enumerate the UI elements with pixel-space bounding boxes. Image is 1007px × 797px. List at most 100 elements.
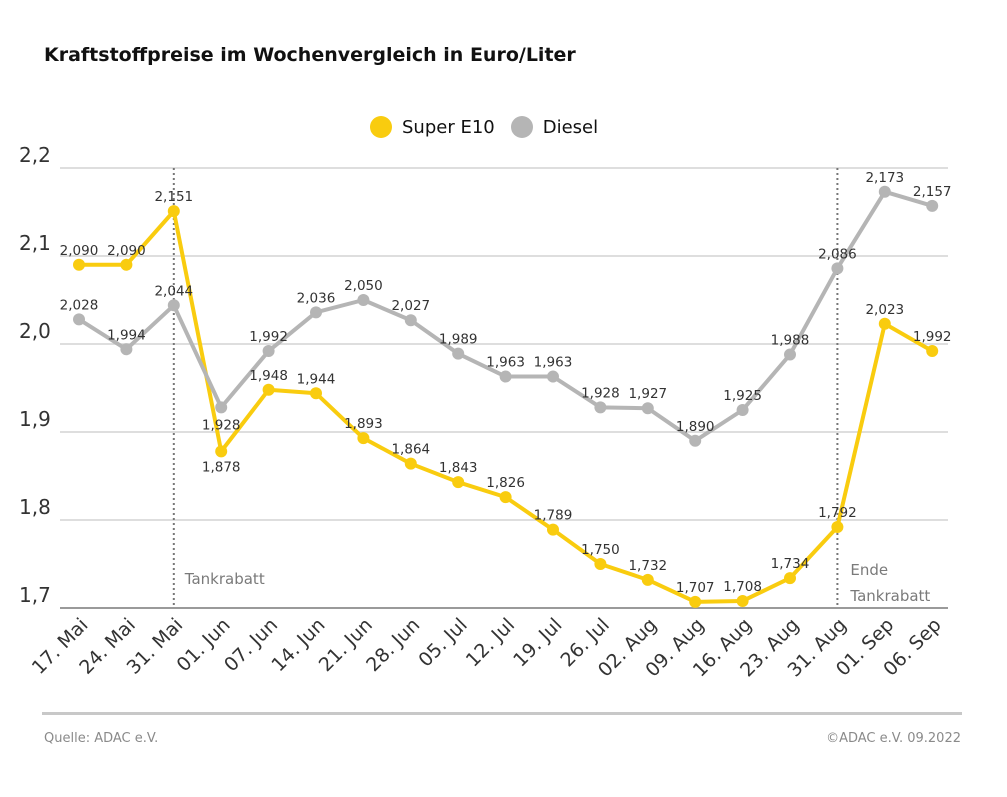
data-point-diesel	[73, 313, 85, 326]
data-point-diesel	[404, 314, 417, 327]
data-label-super: 1,789	[534, 508, 573, 524]
data-label-super: 2,151	[154, 189, 193, 205]
data-point-diesel	[926, 199, 939, 212]
y-tick-label: 2,0	[19, 319, 51, 343]
data-label-super: 2,023	[865, 302, 904, 318]
data-label-super: 2,090	[60, 243, 99, 259]
data-label-diesel: 1,963	[486, 355, 525, 371]
data-point-diesel	[120, 343, 133, 356]
data-point-super	[167, 205, 180, 218]
data-point-diesel	[499, 370, 512, 383]
data-point-super	[357, 432, 370, 445]
data-point-diesel	[689, 434, 702, 447]
legend-item-super: Super E10	[370, 116, 495, 138]
data-label-super: 1,750	[581, 542, 620, 558]
annotation-label-ende-tankrabatt: Ende Tankrabatt	[849, 561, 930, 605]
y-tick-label: 2,1	[19, 231, 51, 255]
line-chart: 1,7 1,8 1,9 2,0 2,1 2,2 Tankrabatt Ende Tankraba…	[19, 143, 952, 681]
data-label-diesel: 1,994	[107, 327, 146, 343]
series-line-diesel	[77, 189, 933, 443]
data-label-super: 1,792	[818, 505, 857, 521]
data-label-diesel: 1,989	[439, 332, 478, 348]
data-label-diesel: 1,925	[723, 388, 762, 404]
data-point-diesel	[452, 347, 465, 360]
data-point-super	[784, 572, 796, 585]
data-label-super: 1,893	[344, 416, 383, 432]
legend-label-super: Super E10	[402, 116, 495, 138]
data-label-diesel: 2,173	[865, 170, 904, 186]
legend: Super E10 Diesel	[370, 116, 614, 138]
data-label-super: 1,948	[249, 368, 288, 384]
data-label-super: 1,944	[297, 371, 336, 387]
data-point-diesel	[262, 345, 275, 358]
y-tick-label: 1,9	[19, 407, 51, 431]
data-point-diesel	[784, 348, 796, 361]
legend-label-diesel: Diesel	[542, 116, 599, 138]
data-label-diesel: 1,928	[202, 417, 241, 433]
data-point-diesel	[357, 294, 370, 306]
data-label-super: 1,734	[771, 556, 810, 572]
data-point-diesel	[167, 299, 180, 312]
data-point-super	[831, 521, 844, 534]
data-label-diesel: 2,044	[154, 283, 193, 299]
copyright-note: ©ADAC e.V. 09.2022	[826, 731, 961, 746]
data-point-diesel	[736, 404, 749, 416]
data-point-super	[73, 258, 85, 271]
data-point-diesel	[215, 401, 228, 414]
data-label-diesel: 2,050	[344, 278, 383, 294]
data-label-diesel: 2,036	[297, 290, 336, 306]
legend-marker-super	[370, 116, 392, 138]
x-tick-label: 05. Jul	[414, 614, 471, 671]
data-point-super	[641, 573, 654, 586]
data-label-diesel: 2,028	[60, 297, 99, 313]
data-point-super	[689, 595, 702, 608]
data-point-super	[547, 523, 559, 536]
legend-item-diesel: Diesel	[510, 116, 599, 138]
x-tick-label: 28. Jun	[362, 614, 424, 676]
data-label-diesel: 1,928	[581, 385, 620, 401]
data-label-diesel: 1,890	[676, 419, 715, 435]
data-point-super	[594, 558, 607, 570]
data-point-super	[499, 491, 512, 504]
data-label-super: 1,843	[439, 460, 478, 476]
data-label-super: 1,878	[202, 459, 241, 475]
data-label-diesel: 1,963	[534, 355, 573, 371]
x-tick-label: 12. Jul	[462, 614, 519, 671]
data-label-super: 2,090	[107, 243, 146, 259]
data-point-super	[878, 317, 891, 330]
data-label-super: 1,864	[391, 442, 430, 458]
chart-title: Kraftstoffpreise im Wochenvergleich in E…	[44, 44, 576, 66]
data-label-super: 1,826	[486, 475, 525, 491]
data-point-super	[310, 387, 322, 400]
data-point-diesel	[641, 402, 654, 415]
data-point-diesel	[831, 262, 844, 275]
data-label-diesel: 2,086	[818, 246, 857, 262]
data-label-super: 1,708	[723, 579, 762, 595]
data-label-super: 1,732	[628, 558, 667, 574]
data-point-diesel	[310, 306, 322, 319]
data-label-diesel: 2,027	[391, 298, 430, 314]
data-label-diesel: 1,988	[771, 333, 810, 349]
data-label-diesel: 1,927	[628, 386, 667, 402]
data-point-super	[215, 445, 228, 458]
source-note: Quelle: ADAC e.V.	[44, 731, 159, 746]
data-label-diesel: 2,157	[913, 184, 952, 200]
footer-divider	[42, 712, 962, 715]
data-label-diesel: 1,992	[249, 329, 288, 345]
data-point-diesel	[547, 370, 559, 383]
annotation-label-tankrabatt: Tankrabatt	[184, 570, 265, 588]
y-tick-label: 1,7	[19, 583, 51, 607]
y-tick-label: 2,2	[19, 143, 51, 167]
data-point-diesel	[878, 185, 891, 198]
data-point-super	[736, 594, 749, 607]
data-point-super	[120, 258, 133, 271]
x-tick-label: 19. Jul	[509, 614, 566, 671]
data-label-super: 1,992	[913, 329, 952, 345]
data-point-diesel	[594, 401, 607, 414]
data-point-super	[452, 476, 465, 489]
data-label-super: 1,707	[676, 580, 715, 596]
data-point-super	[926, 345, 939, 358]
series-line-super	[79, 209, 934, 604]
y-tick-label: 1,8	[19, 495, 51, 519]
legend-marker-diesel	[510, 116, 533, 138]
